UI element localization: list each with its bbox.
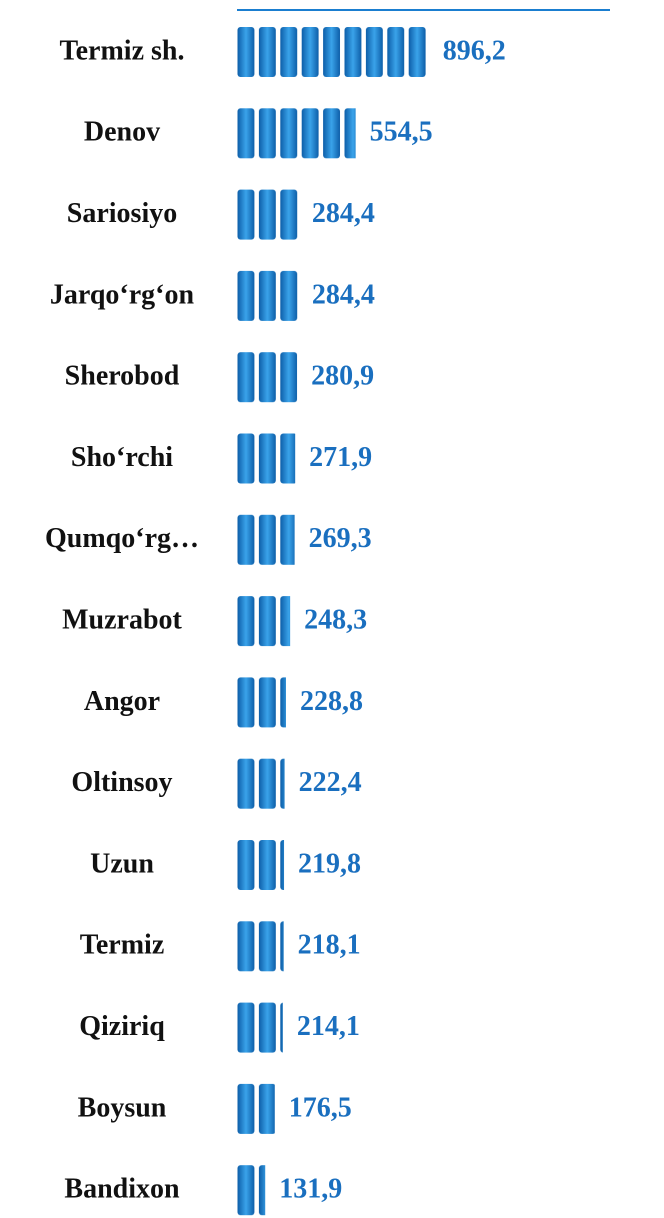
category-label: Oltinsoy <box>71 767 172 798</box>
category-label: Termiz sh. <box>60 35 185 66</box>
bar <box>237 596 291 647</box>
bar <box>237 433 296 484</box>
value-label: 218,1 <box>298 930 361 961</box>
category-label: Uzun <box>90 848 154 879</box>
value-label: 896,2 <box>443 35 506 66</box>
category-label: Sariosiyo <box>67 198 177 229</box>
value-label: 219,8 <box>298 848 361 879</box>
value-label: 214,1 <box>297 1011 360 1042</box>
category-label: Sherobod <box>65 361 180 392</box>
value-label: 248,3 <box>304 605 367 636</box>
bar <box>237 108 356 159</box>
category-label: Termiz <box>80 930 165 961</box>
value-label: 284,4 <box>312 198 375 229</box>
value-label: 271,9 <box>309 442 372 473</box>
bar <box>237 921 284 972</box>
bar <box>237 840 285 890</box>
category-label: Jarqo‘rg‘on <box>50 279 195 310</box>
category-label: Denov <box>84 117 160 148</box>
value-label: 222,4 <box>299 767 362 798</box>
value-label: 131,9 <box>279 1174 342 1205</box>
category-label: Qiziriq <box>79 1011 165 1042</box>
value-label: 554,5 <box>370 117 433 148</box>
bar <box>237 677 286 728</box>
value-label: 280,9 <box>311 361 374 392</box>
bar <box>237 189 298 240</box>
value-label: 269,3 <box>309 523 372 554</box>
bar <box>237 758 285 809</box>
category-label: Angor <box>84 686 160 717</box>
category-label: Qumqo‘rg… <box>45 523 199 554</box>
category-label: Muzrabot <box>62 605 182 636</box>
value-label: 284,4 <box>312 279 375 310</box>
category-label: Boysun <box>78 1092 167 1123</box>
bar <box>237 352 298 403</box>
category-label: Sho‘rchi <box>71 442 173 473</box>
value-label: 176,5 <box>289 1092 352 1123</box>
bar <box>237 1083 275 1134</box>
category-label: Bandixon <box>64 1174 180 1205</box>
bar <box>237 27 429 77</box>
value-label: 228,8 <box>300 686 363 717</box>
bar <box>237 270 298 321</box>
bar <box>237 1002 283 1053</box>
bar <box>237 514 295 565</box>
bar <box>237 1165 266 1216</box>
